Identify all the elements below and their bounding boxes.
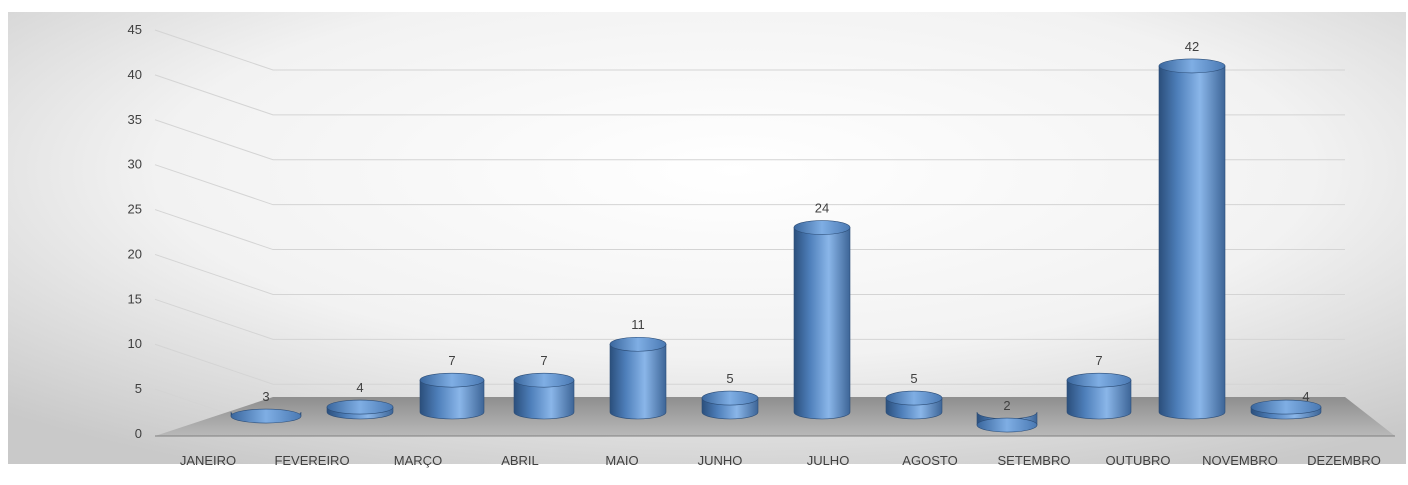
gridline (154, 209, 1345, 251)
bar-body (1066, 379, 1132, 420)
bar (1250, 399, 1322, 420)
x-tick-label: ABRIL (501, 453, 539, 468)
y-tick-label: 0 (135, 426, 142, 441)
data-label: 7 (448, 353, 455, 368)
data-label: 5 (910, 371, 917, 386)
data-label: 4 (356, 380, 363, 395)
bar-top (1250, 399, 1322, 415)
gridline (154, 74, 1345, 116)
y-tick-label: 30 (128, 157, 142, 172)
x-tick-label: SETEMBRO (998, 453, 1071, 468)
x-tick-label: DEZEMBRO (1307, 453, 1381, 468)
data-label: 42 (1185, 39, 1199, 54)
data-labels: 3 4 7 7 11 5 24 5 2 7 42 4 (262, 39, 1309, 413)
y-axis-ticks: 0 5 10 15 20 25 30 35 40 45 (128, 22, 142, 441)
y-tick-label: 15 (128, 291, 142, 306)
bar (976, 411, 1038, 433)
bar (701, 390, 759, 420)
y-tick-label: 45 (128, 22, 142, 37)
data-label: 7 (540, 353, 547, 368)
x-tick-label: JANEIRO (180, 453, 236, 468)
gridline (154, 29, 1345, 71)
gridline (154, 343, 1345, 385)
gridline (154, 298, 1345, 340)
bar (609, 336, 667, 420)
bar-body (1158, 65, 1226, 420)
data-label: 11 (631, 317, 645, 332)
x-tick-label: JUNHO (698, 453, 743, 468)
data-label: 7 (1095, 353, 1102, 368)
data-label: 5 (726, 371, 733, 386)
bar-top (230, 408, 302, 424)
bar (513, 372, 575, 420)
bar-top (976, 417, 1038, 433)
y-tick-label: 35 (128, 112, 142, 127)
bar-body (609, 343, 667, 420)
data-label: 3 (262, 389, 269, 404)
gridline (154, 253, 1345, 295)
y-tick-label: 20 (128, 246, 142, 261)
gridline (154, 119, 1345, 161)
y-tick-label: 10 (128, 336, 142, 351)
bar (1066, 372, 1132, 420)
y-tick-label: 40 (128, 67, 142, 82)
x-tick-label: MARÇO (394, 453, 442, 468)
x-tick-label: MAIO (605, 453, 638, 468)
bar-body (793, 227, 851, 420)
bars (230, 58, 1322, 433)
data-label: 24 (815, 201, 829, 216)
x-tick-label: AGOSTO (902, 453, 957, 468)
bar (230, 408, 302, 424)
y-tick-label: 25 (128, 202, 142, 217)
bar-top (1158, 58, 1226, 74)
data-label: 2 (1003, 398, 1010, 413)
bar-top (513, 372, 575, 388)
bar (885, 390, 943, 420)
bar (1158, 58, 1226, 420)
bar-top (326, 399, 394, 415)
bar-top (701, 390, 759, 406)
bar-body (419, 379, 485, 420)
bar-top (793, 220, 851, 235)
x-axis-categories: JANEIRO FEVEREIRO MARÇO ABRIL MAIO JUNHO JULHO… (180, 453, 1381, 468)
gridlines (154, 29, 1345, 430)
x-tick-label: FEVEREIRO (274, 453, 349, 468)
bar (326, 399, 394, 420)
bar-top (419, 372, 485, 388)
x-tick-label: JULHO (807, 453, 850, 468)
y-tick-label: 5 (135, 381, 142, 396)
bar-top (609, 336, 667, 352)
bar (419, 372, 485, 420)
x-tick-label: NOVEMBRO (1202, 453, 1278, 468)
x-tick-label: OUTUBRO (1106, 453, 1171, 468)
bar-body (513, 379, 575, 420)
bar-top (885, 390, 943, 406)
bar-top (1066, 372, 1132, 388)
bar (793, 220, 851, 420)
data-label: 4 (1302, 389, 1309, 404)
gridline (154, 164, 1345, 206)
